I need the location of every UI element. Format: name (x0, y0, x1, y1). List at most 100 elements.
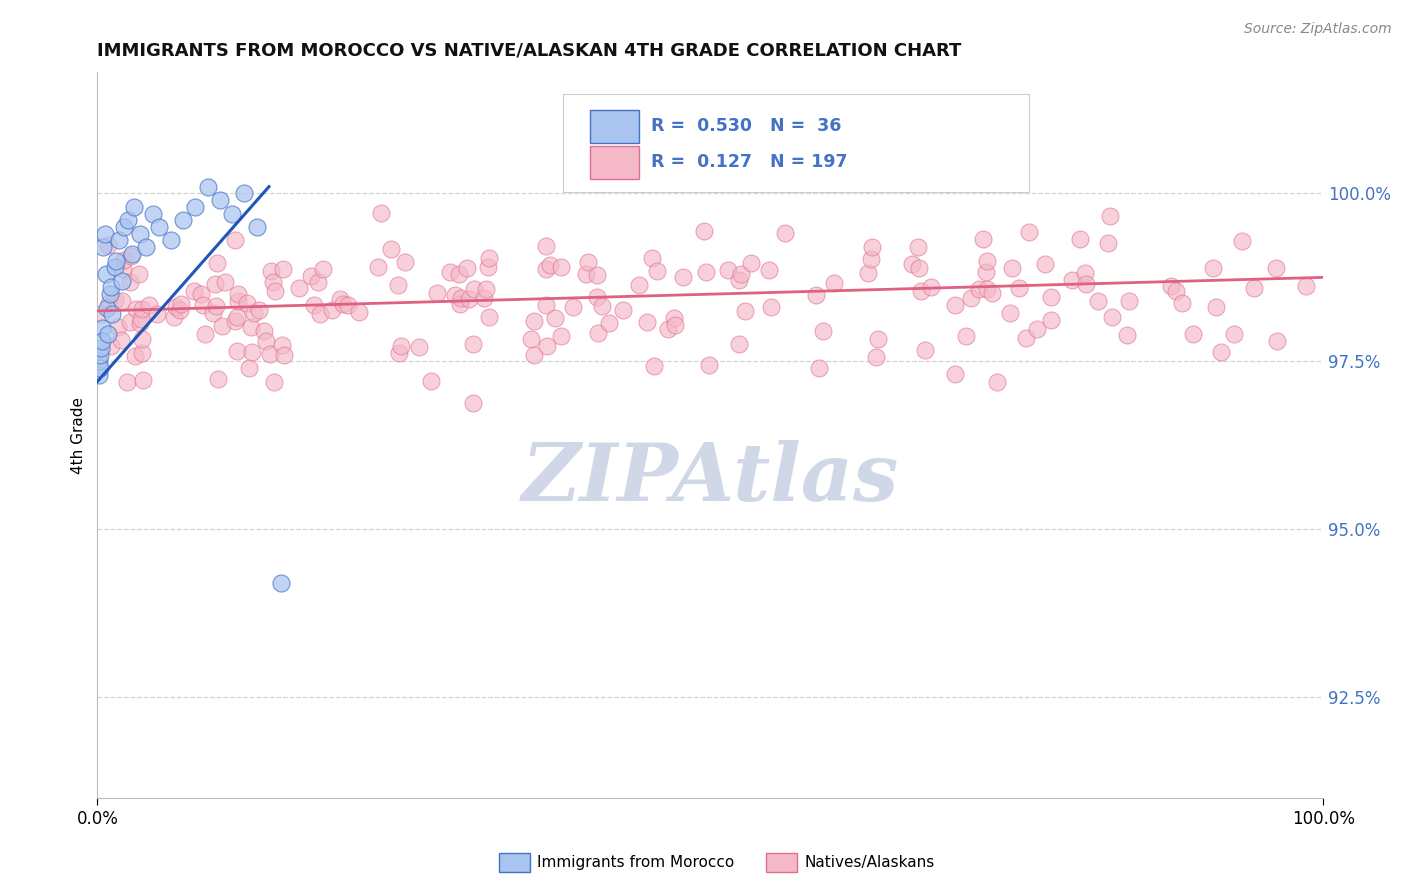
Point (131, 346, 153, 360)
Point (860, 252, 883, 267)
Point (121, 247, 143, 261)
Point (775, 226, 797, 240)
Point (695, 265, 717, 279)
Point (115, 375, 138, 389)
Point (408, 339, 430, 353)
Point (101, 307, 124, 321)
Point (226, 293, 249, 308)
Point (910, 284, 932, 298)
Point (226, 343, 249, 358)
Point (908, 260, 931, 275)
Point (224, 233, 246, 247)
Point (259, 347, 281, 361)
Point (865, 350, 887, 364)
Point (197, 179, 219, 194)
Point (1295, 278, 1317, 293)
Point (118, 275, 141, 289)
Point (111, 274, 134, 288)
Point (89, 348, 111, 362)
Point (612, 302, 634, 317)
Point (389, 339, 412, 353)
Point (457, 292, 479, 306)
Point (90, 320, 112, 334)
Point (1097, 236, 1119, 251)
Point (914, 343, 936, 357)
Point (461, 395, 484, 409)
Point (860, 240, 883, 254)
Point (135, 240, 157, 254)
Point (598, 316, 620, 330)
Point (426, 286, 449, 301)
Point (160, 234, 183, 248)
Point (308, 307, 330, 321)
Point (980, 285, 1002, 300)
Point (148, 219, 170, 234)
Point (211, 319, 233, 334)
Point (387, 278, 409, 293)
Point (645, 264, 668, 278)
Bar (591, 146, 640, 179)
Text: Source: ZipAtlas.com: Source: ZipAtlas.com (1244, 22, 1392, 37)
Point (1101, 310, 1123, 325)
Point (662, 310, 685, 325)
Text: R =  0.127   N = 197: R = 0.127 N = 197 (651, 153, 848, 171)
Point (1223, 326, 1246, 341)
Point (420, 374, 443, 388)
Point (456, 261, 478, 276)
Point (1040, 313, 1063, 327)
Point (138, 298, 160, 312)
Point (89, 354, 111, 368)
Point (1040, 290, 1063, 304)
Point (184, 200, 207, 214)
Point (472, 291, 495, 305)
Point (463, 337, 485, 351)
Point (239, 319, 262, 334)
Point (163, 310, 186, 325)
Point (104, 253, 127, 268)
Bar (591, 111, 640, 143)
Point (347, 305, 370, 319)
Y-axis label: 4th Grade: 4th Grade (72, 397, 86, 474)
Point (443, 288, 465, 302)
Text: Immigrants from Morocco: Immigrants from Morocco (537, 855, 734, 870)
Point (214, 275, 236, 289)
Point (1018, 225, 1040, 239)
Point (1025, 322, 1047, 336)
Point (550, 260, 572, 274)
Point (447, 268, 470, 282)
Point (588, 326, 610, 341)
Point (868, 332, 890, 346)
Point (920, 280, 942, 294)
Point (208, 193, 231, 207)
Point (439, 265, 461, 279)
Point (1116, 328, 1139, 343)
Point (1060, 273, 1083, 287)
Point (823, 276, 845, 290)
Point (986, 375, 1008, 389)
Point (967, 282, 990, 296)
Point (117, 213, 139, 227)
Point (270, 337, 292, 351)
Point (131, 311, 153, 326)
Point (972, 232, 994, 246)
Point (856, 266, 879, 280)
Point (236, 296, 259, 310)
Point (262, 275, 284, 289)
Point (207, 372, 229, 386)
Point (205, 256, 228, 270)
Text: R =  0.530   N =  36: R = 0.530 N = 36 (651, 117, 842, 135)
Point (93, 240, 115, 254)
Point (367, 260, 389, 274)
Point (194, 326, 217, 341)
Point (97, 327, 120, 342)
Point (247, 303, 270, 318)
Point (536, 339, 558, 353)
Point (131, 373, 153, 387)
Point (1209, 345, 1232, 359)
Point (260, 264, 283, 278)
Point (562, 301, 585, 315)
Point (288, 280, 311, 294)
Point (523, 314, 546, 328)
Point (1243, 281, 1265, 295)
Point (110, 334, 132, 348)
